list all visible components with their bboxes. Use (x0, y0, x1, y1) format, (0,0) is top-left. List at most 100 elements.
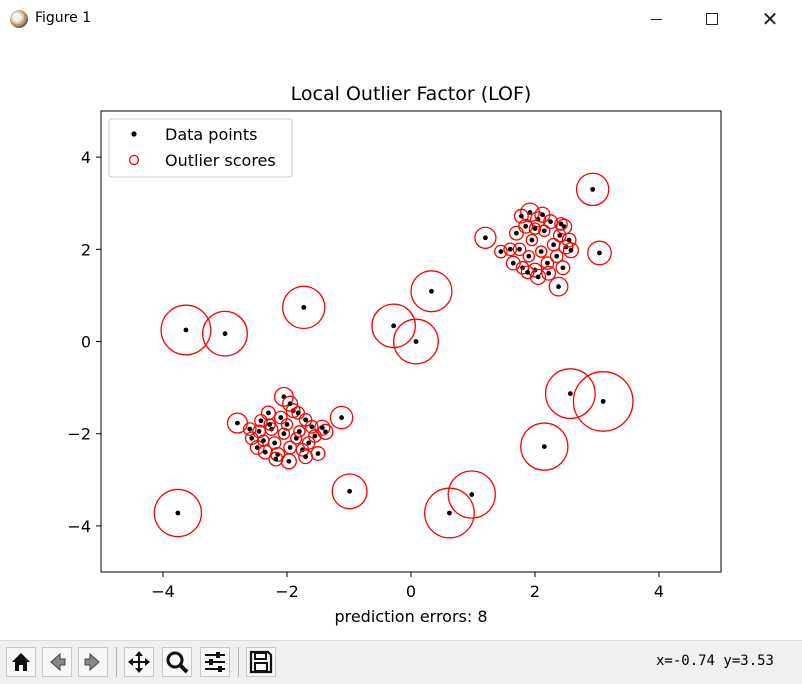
legend-marker-data-points (131, 131, 137, 137)
axes-frame (100, 110, 722, 573)
data-point (538, 249, 544, 255)
data-point (284, 422, 290, 427)
x-tick-label: 2 (530, 582, 540, 601)
data-point (590, 186, 596, 192)
chart-title: Local Outlier Factor (LOF) (291, 83, 532, 105)
data-point (556, 284, 561, 290)
data-point (532, 226, 538, 231)
outlier-score-circle (548, 276, 569, 297)
data-point (483, 235, 488, 241)
outlier-score-circle (371, 303, 416, 349)
outlier-score-circle (541, 265, 557, 281)
outlier-score-circle (540, 256, 555, 270)
pan-icon (128, 651, 150, 673)
home-button[interactable] (6, 647, 36, 677)
y-tick-label: 4 (81, 148, 91, 167)
data-point (568, 247, 574, 253)
outlier-score-circle (160, 304, 212, 356)
data-point (546, 270, 552, 276)
outlier-score-circle (544, 368, 596, 420)
outlier-score-circle (268, 451, 284, 467)
data-point (297, 428, 302, 434)
forward-button[interactable] (78, 647, 108, 677)
data-point (183, 327, 189, 333)
data-point (258, 418, 264, 424)
data-point (554, 253, 560, 259)
outlier-score-circle (308, 429, 322, 443)
data-point (235, 420, 240, 426)
maximize-button[interactable] (684, 0, 740, 38)
minimize-button[interactable] (628, 0, 684, 38)
data-point (469, 492, 475, 497)
outlier-score-circle (562, 242, 580, 259)
outlier-score-circle (202, 310, 248, 357)
data-point (309, 424, 315, 430)
zoom-button[interactable] (162, 647, 192, 677)
y-tick-label: 2 (81, 240, 91, 259)
chart[interactable]: −4 −2 0 2 4 −4 −2 0 2 4 Local Outlier Factor (LO… (0, 38, 802, 640)
save-icon (249, 650, 273, 674)
outlier-score-circle (587, 240, 612, 266)
outlier-score-circle (392, 318, 439, 365)
matplotlib-icon (10, 10, 28, 28)
close-button[interactable]: ✕ (742, 0, 798, 38)
data-point (287, 445, 293, 450)
data-point (548, 219, 553, 225)
outlier-score-circle (298, 449, 314, 465)
data-point (525, 269, 530, 275)
data-point (517, 246, 522, 252)
configure-subplots-button[interactable] (200, 647, 230, 677)
toolbar-separator (238, 647, 239, 677)
home-icon (12, 653, 30, 671)
data-point (558, 221, 564, 227)
save-button[interactable] (246, 647, 276, 677)
legend-label-data-points: Data points (165, 125, 257, 144)
back-button[interactable] (42, 647, 72, 677)
outlier-score-circle (474, 226, 497, 249)
x-axis: −4 −2 0 2 4 (151, 572, 664, 601)
outlier-score-circle (273, 410, 288, 425)
legend-box (108, 118, 293, 178)
outlier-score-circle (257, 434, 270, 447)
data-point (266, 410, 271, 416)
x-axis-label: prediction errors: 8 (334, 607, 487, 626)
minimize-icon (650, 18, 662, 20)
data-point (315, 451, 321, 456)
outlier-score-circle (558, 239, 574, 255)
data-point (295, 410, 301, 416)
outlier-score-circle (528, 222, 542, 235)
data-point (527, 210, 533, 215)
data-point (222, 331, 228, 337)
plot-marks (153, 172, 634, 539)
data-point (600, 399, 606, 404)
outlier-score-circle (290, 432, 303, 445)
outlier-score-circle (329, 405, 354, 430)
data-point (526, 253, 532, 259)
outlier-score-circle (317, 423, 334, 440)
data-point (447, 510, 452, 516)
data-point (566, 237, 572, 243)
data-point (567, 391, 573, 396)
data-point (429, 288, 434, 294)
back-icon (50, 652, 66, 672)
y-tick-label: 0 (81, 333, 91, 352)
forward-icon (84, 652, 100, 672)
outlier-score-circle (280, 418, 294, 431)
data-point (391, 323, 397, 329)
legend: Data points Outlier scores (108, 118, 293, 178)
pan-button[interactable] (124, 647, 154, 677)
outlier-score-circle (314, 419, 331, 436)
data-point (347, 488, 353, 494)
data-point (272, 440, 277, 446)
outlier-score-circle (331, 473, 368, 510)
cursor-coordinates: x=-0.74 y=3.53 (655, 653, 774, 669)
data-point (175, 510, 181, 516)
figure-canvas[interactable]: −4 −2 0 2 4 −4 −2 0 2 4 Local Outlier Factor (LO… (0, 38, 802, 640)
outlier-score-circle (572, 371, 634, 432)
data-point (303, 417, 308, 423)
data-point (560, 265, 566, 271)
outlier-score-circle (530, 211, 547, 228)
data-point (303, 454, 308, 460)
data-point (413, 339, 419, 344)
outlier-score-circle (575, 172, 610, 207)
